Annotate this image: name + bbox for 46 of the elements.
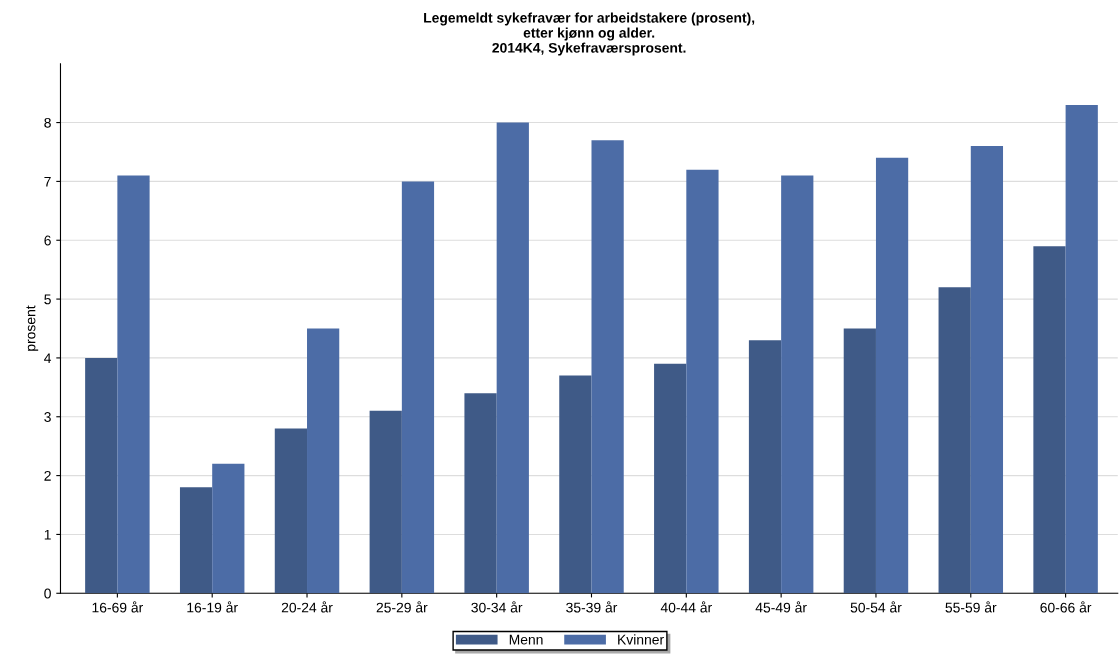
- y-axis-title: prosent: [26, 305, 39, 351]
- x-tick-label: 30-34 år: [471, 601, 523, 613]
- legend-label: Kvinner: [618, 634, 664, 645]
- bar: [875, 157, 909, 594]
- bar: [401, 181, 435, 594]
- bar: [117, 175, 150, 594]
- bar: [1033, 246, 1066, 594]
- x-tick-label: 40-44 år: [660, 601, 712, 613]
- bar: [212, 463, 245, 594]
- y-tick-label: 7: [44, 176, 51, 187]
- bar: [970, 146, 1004, 594]
- bar: [938, 287, 971, 594]
- bar: [464, 393, 497, 594]
- chart-title: Legemeldt sykefravær for arbeidstakere (prosent), etter kjønn og alder. 2014K4, Sykefraværsprosent.: [424, 12, 755, 56]
- y-tick-label: 2: [44, 470, 51, 481]
- y-tick-label: 5: [44, 294, 51, 305]
- y-tick-label: 0: [44, 588, 51, 599]
- bar: [686, 169, 719, 594]
- x-tick-label: 55-59 år: [945, 601, 997, 613]
- legend-label: Menn: [509, 634, 543, 645]
- bar: [369, 410, 402, 594]
- y-tick-label: 6: [44, 235, 51, 246]
- y-tick-label: 8: [44, 117, 51, 128]
- bar: [781, 175, 814, 594]
- bar: [1065, 104, 1098, 594]
- bar: [559, 375, 592, 594]
- x-tick-label: 45-49 år: [755, 601, 807, 613]
- bar: [654, 363, 687, 594]
- bar: [591, 140, 624, 594]
- y-tick-label: 4: [44, 353, 52, 363]
- x-tick-label: 50-54 år: [850, 601, 902, 613]
- bar: [307, 328, 340, 594]
- x-tick-label: 35-39 år: [566, 601, 618, 613]
- x-tick-label: 20-24 år: [281, 601, 333, 613]
- bar: [843, 328, 876, 594]
- x-tick-label: 16-69 år: [92, 601, 144, 613]
- bar: [85, 357, 118, 594]
- x-tick-label: 25-29 år: [376, 601, 428, 613]
- y-tick-label: 1: [44, 529, 51, 540]
- y-tick-label: 3: [44, 412, 51, 422]
- x-tick-label: 60-66 år: [1040, 601, 1092, 613]
- bar: [748, 340, 782, 594]
- bar: [179, 487, 213, 594]
- bar: [496, 122, 529, 594]
- x-tick-label: 16-19 år: [187, 601, 238, 613]
- bar: [274, 428, 308, 594]
